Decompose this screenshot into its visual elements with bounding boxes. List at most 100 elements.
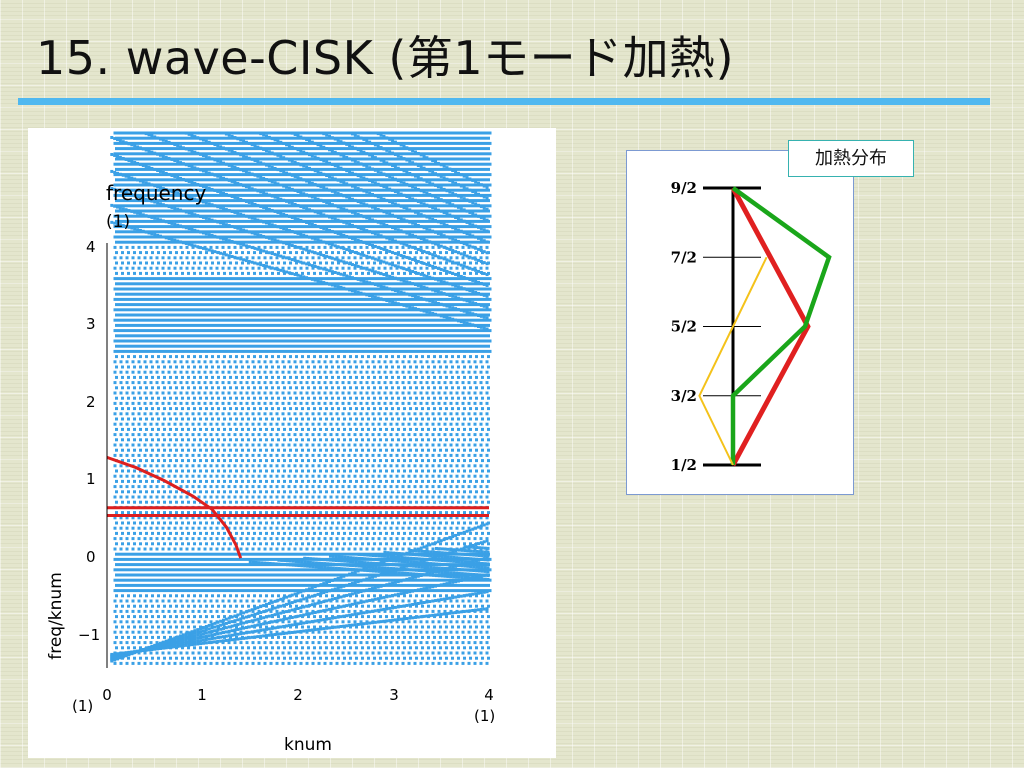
data-point bbox=[461, 183, 465, 187]
data-point bbox=[119, 235, 123, 239]
data-point bbox=[121, 219, 124, 223]
data-point bbox=[472, 344, 475, 348]
data-point bbox=[319, 334, 322, 338]
data-point bbox=[235, 334, 238, 338]
data-point bbox=[160, 199, 163, 203]
data-point bbox=[196, 313, 199, 317]
data-point bbox=[316, 303, 319, 307]
data-point bbox=[316, 178, 319, 182]
data-point bbox=[485, 204, 489, 208]
data-point bbox=[326, 225, 330, 229]
data-point bbox=[337, 313, 340, 317]
data-point bbox=[329, 287, 333, 291]
data-point bbox=[136, 344, 139, 348]
data-point bbox=[203, 308, 207, 312]
data-point bbox=[478, 334, 481, 338]
data-point bbox=[293, 214, 297, 218]
data-point bbox=[482, 225, 486, 229]
data-point bbox=[152, 225, 156, 229]
data-point bbox=[250, 292, 253, 296]
data-point bbox=[268, 334, 271, 338]
data-point bbox=[233, 297, 237, 301]
data-point bbox=[289, 344, 292, 348]
data-point bbox=[488, 141, 492, 145]
data-point bbox=[232, 188, 235, 192]
data-point bbox=[472, 167, 475, 171]
data-point bbox=[463, 167, 466, 171]
data-point bbox=[427, 292, 430, 296]
data-point bbox=[365, 256, 369, 260]
data-point bbox=[391, 292, 394, 296]
data-point bbox=[478, 240, 481, 244]
data-point bbox=[349, 230, 352, 234]
data-point bbox=[142, 292, 145, 296]
data-point bbox=[263, 287, 267, 291]
data-point bbox=[157, 157, 160, 161]
data-point bbox=[295, 219, 298, 223]
data-point bbox=[389, 266, 393, 270]
data-point bbox=[241, 282, 244, 286]
data-point bbox=[278, 318, 282, 322]
data-point bbox=[391, 157, 394, 161]
data-point bbox=[482, 235, 486, 239]
data-point bbox=[287, 329, 291, 333]
data-point bbox=[181, 261, 184, 265]
data-point bbox=[278, 204, 282, 208]
data-point bbox=[361, 282, 364, 286]
data-point bbox=[292, 282, 295, 286]
data-point bbox=[191, 349, 195, 353]
data-point bbox=[193, 219, 196, 223]
data-point bbox=[379, 167, 382, 171]
data-point bbox=[172, 323, 175, 327]
data-point bbox=[400, 147, 403, 151]
data-point bbox=[385, 209, 388, 213]
data-point bbox=[157, 199, 160, 203]
data-point bbox=[268, 344, 271, 348]
data-point bbox=[247, 240, 250, 244]
data-point bbox=[362, 204, 366, 208]
data-point bbox=[215, 287, 219, 291]
data-point bbox=[167, 308, 171, 312]
data-point bbox=[482, 214, 486, 218]
data-point bbox=[143, 245, 147, 249]
data-point bbox=[253, 251, 256, 255]
data-point bbox=[355, 167, 358, 171]
data-point bbox=[457, 188, 460, 192]
data-point bbox=[262, 313, 265, 317]
data-point bbox=[332, 329, 336, 333]
data-point bbox=[430, 313, 433, 317]
data-point bbox=[488, 297, 492, 301]
data-point bbox=[238, 344, 241, 348]
data-point bbox=[340, 313, 343, 317]
data-point bbox=[410, 297, 414, 301]
data-point bbox=[284, 152, 288, 156]
data-point bbox=[272, 214, 276, 218]
data-point bbox=[368, 193, 372, 197]
data-point bbox=[449, 152, 453, 156]
data-point bbox=[217, 199, 220, 203]
data-point bbox=[350, 204, 354, 208]
data-point bbox=[275, 339, 279, 343]
data-point bbox=[394, 157, 397, 161]
data-point bbox=[142, 323, 145, 327]
data-point bbox=[361, 157, 364, 161]
data-point bbox=[415, 344, 418, 348]
data-point bbox=[344, 308, 348, 312]
data-point bbox=[485, 297, 489, 301]
data-point bbox=[364, 199, 367, 203]
data-point bbox=[481, 240, 484, 244]
data-point bbox=[379, 178, 382, 182]
data-point bbox=[143, 339, 147, 343]
data-point bbox=[472, 240, 475, 244]
data-point bbox=[115, 313, 118, 317]
data-point bbox=[226, 219, 229, 223]
data-point bbox=[370, 188, 373, 192]
data-point bbox=[386, 308, 390, 312]
data-point bbox=[121, 303, 124, 307]
data-point bbox=[185, 318, 189, 322]
data-point bbox=[436, 157, 439, 161]
data-point bbox=[217, 303, 220, 307]
data-point bbox=[358, 157, 361, 161]
data-point bbox=[133, 292, 136, 296]
data-point bbox=[454, 136, 457, 140]
